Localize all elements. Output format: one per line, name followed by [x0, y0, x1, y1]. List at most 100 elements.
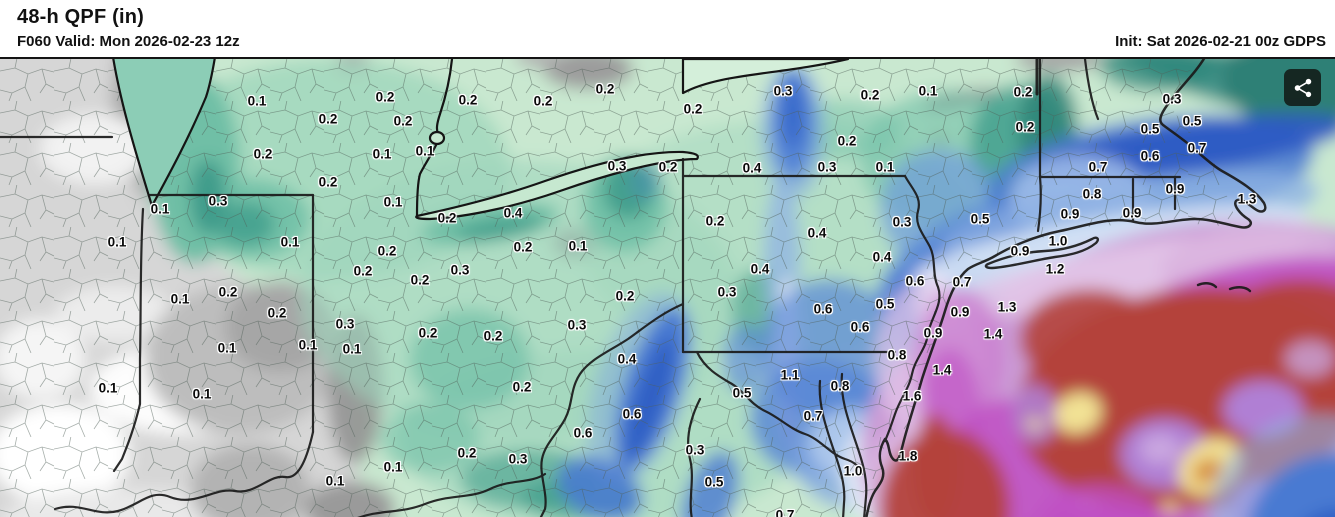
great-lakes [112, 59, 850, 221]
precip-value-label: 0.9 [1060, 206, 1080, 222]
qpf-map[interactable]: 0.1 0.2 0.2 0.2 0.3 0.1 0.1 0.1 0.2 0.2 0.2 0.2 0.2 0… [0, 57, 1335, 517]
precip-value-label: 0.7 [1187, 140, 1207, 156]
precip-value-label: 0.1 [107, 234, 127, 250]
precip-value-label: 0.1 [98, 380, 118, 396]
precip-value-label: 0.6 [622, 406, 642, 422]
precip-value-label: 0.1 [383, 194, 403, 210]
precip-value-label: 0.3 [208, 193, 228, 209]
precip-value-label: 0.7 [803, 408, 823, 424]
lake-ontario [681, 59, 850, 95]
precip-value-label: 0.2 [318, 111, 338, 127]
share-icon [1294, 78, 1311, 97]
precip-value-label: 0.2 [683, 101, 703, 117]
precip-value-label: 0.8 [830, 378, 850, 394]
precip-value-label: 1.3 [997, 299, 1017, 315]
precip-value-label: 0.4 [750, 261, 770, 277]
precip-value-label: 0.2 [1013, 84, 1033, 100]
precip-value-label: 0.2 [377, 243, 397, 259]
precip-value-label: 0.2 [418, 325, 438, 341]
precip-value-label: 0.9 [1010, 243, 1030, 259]
precip-value-label: 0.2 [483, 328, 503, 344]
precip-value-label: 0.3 [450, 262, 470, 278]
precip-value-label: 0.3 [817, 159, 837, 175]
precip-value-label: 0.2 [375, 89, 395, 105]
precip-value-label: 0.5 [1182, 113, 1202, 129]
precip-value-label: 0.9 [950, 304, 970, 320]
valid-time-label: F060 Valid: Mon 2026-02-23 12z [17, 33, 240, 50]
precip-value-label: 0.1 [150, 201, 170, 217]
precip-value-label: 0.5 [704, 474, 724, 490]
precip-value-label: 0.3 [717, 284, 737, 300]
header: 48-h QPF (in) F060 Valid: Mon 2026-02-23… [0, 0, 1335, 57]
precip-value-label: 0.4 [742, 160, 762, 176]
precip-value-label: 0.3 [607, 158, 627, 174]
precip-value-label: 0.6 [573, 425, 593, 441]
precip-value-label: 0.7 [952, 274, 972, 290]
precip-value-label: 0.5 [732, 385, 752, 401]
precip-value-label: 0.1 [875, 159, 895, 175]
precip-value-label: 0.2 [393, 113, 413, 129]
precip-value-label: 0.1 [415, 143, 435, 159]
precip-value-label: 0.2 [512, 379, 532, 395]
precip-value-label: 0.1 [918, 83, 938, 99]
precip-value-label: 1.4 [983, 326, 1003, 342]
precip-value-label: 0.9 [923, 325, 943, 341]
precip-value-label: 0.1 [325, 473, 345, 489]
precip-value-label: 0.2 [705, 213, 725, 229]
precip-value-label: 0.1 [192, 386, 212, 402]
precip-value-label: 0.5 [1140, 121, 1160, 137]
precip-value-label: 1.0 [1048, 233, 1068, 249]
precip-value-label: 0.1 [280, 234, 300, 250]
precip-value-label: 1.2 [1045, 261, 1065, 277]
precip-value-label: 0.3 [892, 214, 912, 230]
precip-value-label: 0.2 [658, 159, 678, 175]
precip-value-label: 0.3 [685, 442, 705, 458]
precip-value-label: 0.1 [247, 93, 267, 109]
precip-value-label: 0.5 [970, 211, 990, 227]
precip-value-label: 0.2 [410, 272, 430, 288]
precip-value-label: 0.5 [875, 296, 895, 312]
precip-value-label: 0.4 [872, 249, 892, 265]
precip-value-label: 0.9 [1165, 181, 1185, 197]
state-borders [0, 59, 1267, 517]
precip-value-label: 0.1 [568, 238, 588, 254]
precip-value-label: 0.1 [217, 340, 237, 356]
precip-value-label: 0.3 [773, 83, 793, 99]
precip-value-label: 0.2 [615, 288, 635, 304]
precip-value-label: 0.1 [372, 146, 392, 162]
lake-michigan [112, 59, 216, 208]
page-title: 48-h QPF (in) [17, 6, 145, 28]
precip-value-label: 0.3 [1162, 91, 1182, 107]
precip-value-label: 1.4 [932, 362, 952, 378]
precip-value-label: 0.4 [617, 351, 637, 367]
precip-value-label: 0.1 [298, 337, 318, 353]
precip-value-label: 0.2 [253, 146, 273, 162]
precip-value-label: 0.2 [267, 305, 287, 321]
precip-value-label: 0.6 [1140, 148, 1160, 164]
precip-value-label: 0.2 [837, 133, 857, 149]
precip-value-label: 0.2 [318, 174, 338, 190]
precip-value-label: 1.6 [902, 388, 922, 404]
precip-value-label: 0.4 [807, 225, 827, 241]
precip-value-label: 1.0 [843, 463, 863, 479]
precip-value-label: 0.2 [458, 92, 478, 108]
precip-value-label: 0.2 [595, 81, 615, 97]
precip-value-label: 0.1 [383, 459, 403, 475]
precip-value-label: 0.2 [1015, 119, 1035, 135]
precip-value-label: 0.4 [503, 205, 523, 221]
lake-stclair [428, 130, 446, 146]
precip-value-label: 0.9 [1122, 205, 1142, 221]
precip-value-label: 0.6 [813, 301, 833, 317]
precip-value-label: 0.7 [1088, 159, 1108, 175]
lake-stclair-detroit [415, 59, 454, 218]
precip-value-label: 0.2 [533, 93, 553, 109]
precip-value-label: 0.2 [218, 284, 238, 300]
precip-value-label: 0.2 [513, 239, 533, 255]
precip-value-label: 0.3 [335, 316, 355, 332]
precip-value-label: 0.6 [850, 319, 870, 335]
precip-value-label: 1.3 [1237, 191, 1257, 207]
precip-value-label: 1.1 [780, 367, 800, 383]
precip-value-label: 0.2 [437, 210, 457, 226]
precip-value-label: 0.2 [860, 87, 880, 103]
share-button[interactable] [1284, 69, 1321, 106]
